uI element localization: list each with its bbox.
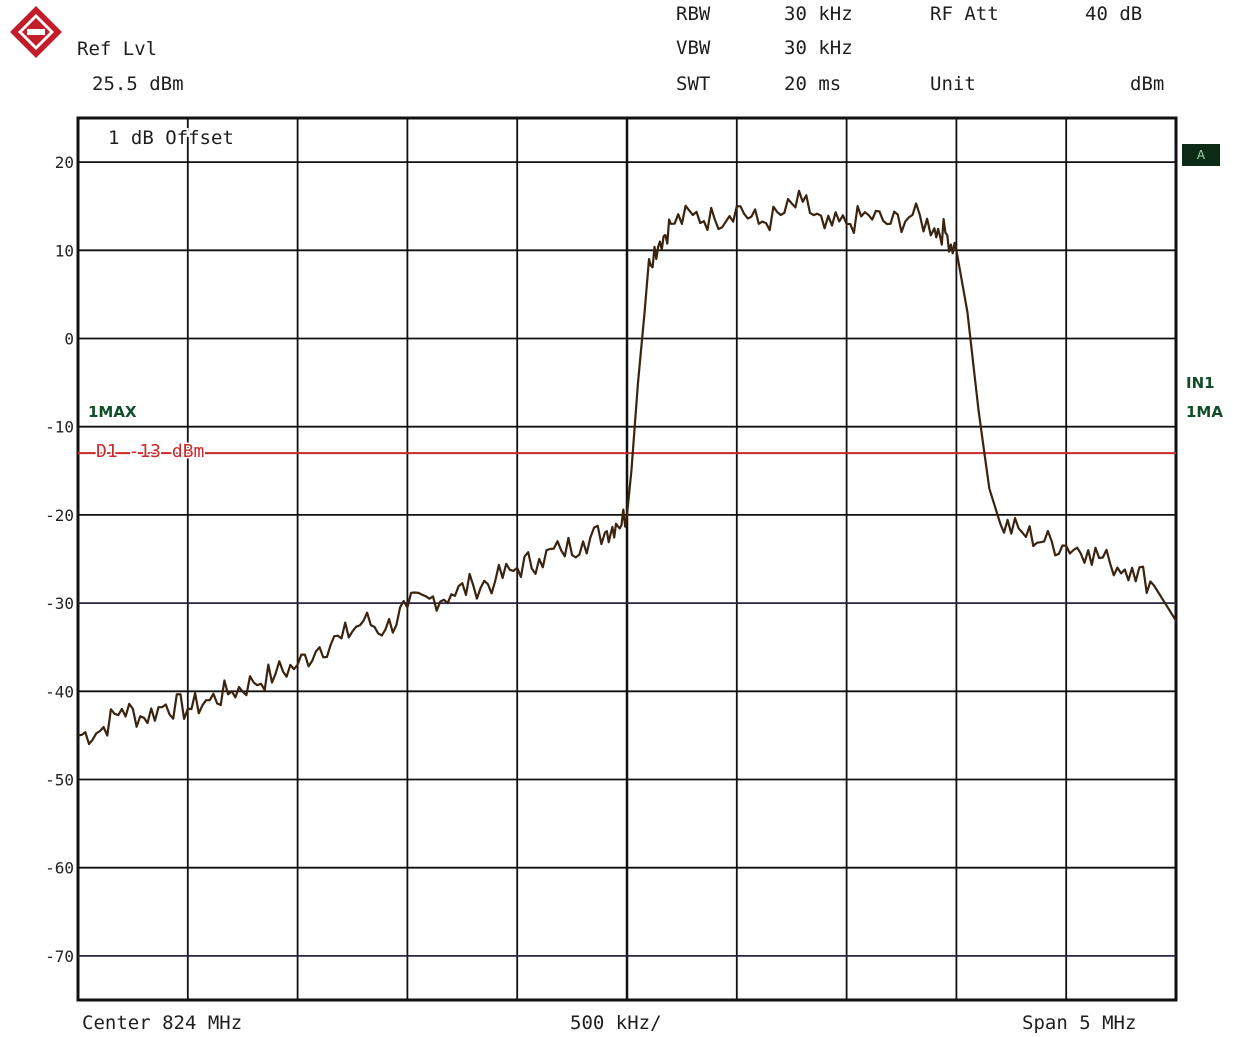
y-tick-label: -60 [45, 859, 74, 878]
ref-level-label: Ref Lvl [77, 38, 158, 60]
unit-value: dBm [1130, 73, 1165, 95]
y-tick-label: -50 [45, 771, 74, 790]
y-tick-label: -30 [45, 594, 74, 613]
y-tick-label: 20 [55, 153, 74, 172]
y-tick-label: -10 [45, 418, 74, 437]
rf-att-label: RF Att [930, 3, 999, 25]
input-label: IN1 [1186, 374, 1215, 392]
offset-annotation: 1 dB Offset [108, 127, 234, 149]
swt-value: 20 ms [784, 73, 842, 95]
swt-label: SWT [676, 73, 711, 95]
y-tick-label: -70 [45, 947, 74, 966]
rbw-value: 30 kHz [784, 3, 853, 25]
trace-mode-left: 1MAX [88, 403, 137, 421]
plot-grid [76, 116, 1178, 1002]
y-tick-label: 10 [55, 241, 74, 260]
y-tick-label: -40 [45, 682, 74, 701]
trace-mode-right: 1MA [1186, 403, 1223, 421]
vbw-value: 30 kHz [784, 37, 853, 59]
brand-logo [10, 6, 62, 58]
y-tick-label: 0 [64, 330, 74, 349]
y-tick-label: -20 [45, 506, 74, 525]
rbw-label: RBW [676, 3, 711, 25]
rf-att-value: 40 dB [1085, 3, 1143, 25]
trace-line [77, 189, 1177, 746]
vbw-label: VBW [676, 37, 711, 59]
center-frequency: Center 824 MHz [82, 1012, 243, 1034]
ref-level-value: 25.5 dBm [92, 73, 184, 95]
y-tick-labels: 20 10 0 -10 -20 -30 -40 -50 -60 -70 [45, 153, 74, 966]
unit-label: Unit [930, 73, 976, 95]
display-line-label: D1 -13 dBm [96, 441, 204, 462]
trace-a-badge: A [1182, 144, 1220, 166]
per-division: 500 kHz/ [570, 1012, 662, 1034]
span-value: Span 5 MHz [1022, 1012, 1137, 1034]
